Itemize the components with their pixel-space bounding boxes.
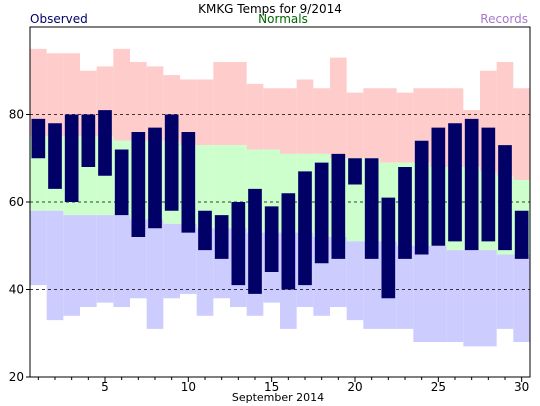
record-low-bar-day-3 — [63, 215, 80, 316]
record-high-bar-day-20 — [346, 92, 364, 159]
record-low-bar-day-23 — [396, 245, 414, 329]
observed-bar-day-9 — [164, 114, 179, 211]
observed-bar-day-30 — [514, 210, 529, 259]
record-high-bar-day-10 — [180, 79, 197, 146]
grid-lines — [30, 114, 530, 290]
observed-bar-day-16 — [281, 193, 296, 290]
normal-band-bar-day-12 — [213, 145, 230, 229]
record-high-bar-day-14 — [246, 83, 264, 150]
x-tick-label-20: 20 — [347, 380, 362, 394]
record-low-bar-day-8 — [146, 219, 164, 329]
observed-bar-day-12 — [214, 215, 229, 259]
observed-bar-day-24 — [414, 140, 429, 255]
record-high-bar-day-15 — [263, 88, 280, 150]
record-low-bar-day-1 — [30, 210, 47, 286]
record-low-bar-day-10 — [180, 223, 197, 294]
record-low-bar-day-25 — [430, 245, 447, 342]
x-axis-ticks: 5 10 15 20 25 30 — [37, 377, 529, 394]
record-high-bar-day-12 — [213, 62, 230, 146]
observed-bar-day-15 — [264, 206, 279, 272]
record-low-bar-day-5 — [96, 215, 114, 303]
record-high-bar-day-2 — [46, 53, 64, 137]
observed-bar-day-13 — [231, 202, 246, 286]
observed-bar-day-19 — [331, 153, 346, 259]
x-tick-label-15: 15 — [264, 380, 279, 394]
y-tick-label-60: 60 — [9, 195, 24, 209]
observed-bar-day-27 — [464, 118, 479, 251]
record-low-bar-day-26 — [446, 250, 464, 342]
observed-bar-day-8 — [148, 127, 162, 229]
observed-bar-day-22 — [381, 197, 396, 299]
y-tick-label-80: 80 — [9, 108, 24, 122]
x-axis-title: September 2014 — [232, 391, 324, 404]
observed-bar-day-4 — [81, 114, 96, 167]
observed-bar-day-25 — [431, 127, 446, 246]
x-tick-label-5: 5 — [101, 380, 109, 394]
y-tick-label-40: 40 — [9, 283, 24, 297]
record-low-bar-day-21 — [363, 241, 380, 329]
record-low-bar-day-2 — [46, 210, 64, 321]
chart-title: KMKG Temps for 9/2014 — [198, 2, 342, 16]
observed-bar-day-20 — [348, 158, 362, 185]
observed-bars — [31, 110, 529, 299]
record-high-bar-day-13 — [230, 62, 247, 146]
record-low-bar-day-28 — [480, 250, 497, 347]
observed-bar-day-11 — [198, 210, 212, 251]
x-tick-label-30: 30 — [514, 380, 529, 394]
record-low-bar-day-6 — [113, 215, 130, 307]
observed-bar-day-3 — [64, 114, 79, 202]
record-high-bar-day-8 — [146, 66, 164, 141]
observed-bar-day-6 — [114, 149, 129, 216]
legend-records: Records — [480, 12, 528, 26]
legend-observed: Observed — [30, 12, 88, 26]
record-high-bar-day-19 — [330, 57, 347, 159]
y-axis-ticks: 20 40 60 80 — [9, 108, 30, 384]
observed-bar-day-26 — [448, 123, 462, 242]
x-tick-label-10: 10 — [181, 380, 196, 394]
observed-bar-day-21 — [364, 158, 379, 259]
observed-bar-day-2 — [48, 123, 62, 189]
observed-bar-day-23 — [398, 167, 412, 259]
record-high-bar-day-7 — [130, 62, 147, 141]
record-low-bar-day-4 — [80, 215, 97, 307]
record-low-bar-day-20 — [346, 241, 364, 321]
record-high-bar-day-11 — [196, 79, 214, 146]
observed-bar-day-14 — [248, 188, 262, 294]
record-high-bar-day-6 — [113, 48, 130, 141]
x-tick-label-25: 25 — [431, 380, 446, 394]
record-low-bar-day-9 — [163, 223, 180, 299]
normal-band-bar-day-11 — [196, 145, 214, 229]
observed-bar-day-29 — [498, 145, 512, 251]
observed-bar-day-7 — [131, 132, 146, 237]
record-low-bar-day-29 — [496, 254, 514, 329]
record-high-bar-day-16 — [280, 88, 297, 154]
observed-bar-day-18 — [314, 162, 329, 264]
y-tick-label-20: 20 — [9, 370, 24, 384]
record-high-bar-day-22 — [380, 88, 397, 163]
record-high-bars — [30, 48, 530, 181]
observed-bar-day-1 — [31, 118, 46, 159]
observed-bar-day-5 — [98, 110, 112, 176]
record-high-bar-day-18 — [313, 88, 330, 154]
record-low-bar-day-24 — [413, 245, 430, 342]
record-high-bar-day-23 — [396, 92, 414, 163]
record-high-bar-day-21 — [363, 88, 380, 159]
record-high-bar-day-30 — [513, 88, 530, 181]
observed-bar-day-10 — [181, 132, 196, 233]
record-low-bar-day-30 — [513, 254, 530, 342]
observed-bar-day-28 — [481, 127, 496, 242]
observed-bar-day-17 — [298, 171, 312, 286]
record-low-bar-day-27 — [463, 250, 480, 347]
record-high-bar-day-17 — [296, 79, 314, 154]
legend-normals: Normals — [258, 12, 308, 26]
record-low-bar-day-7 — [130, 219, 147, 299]
